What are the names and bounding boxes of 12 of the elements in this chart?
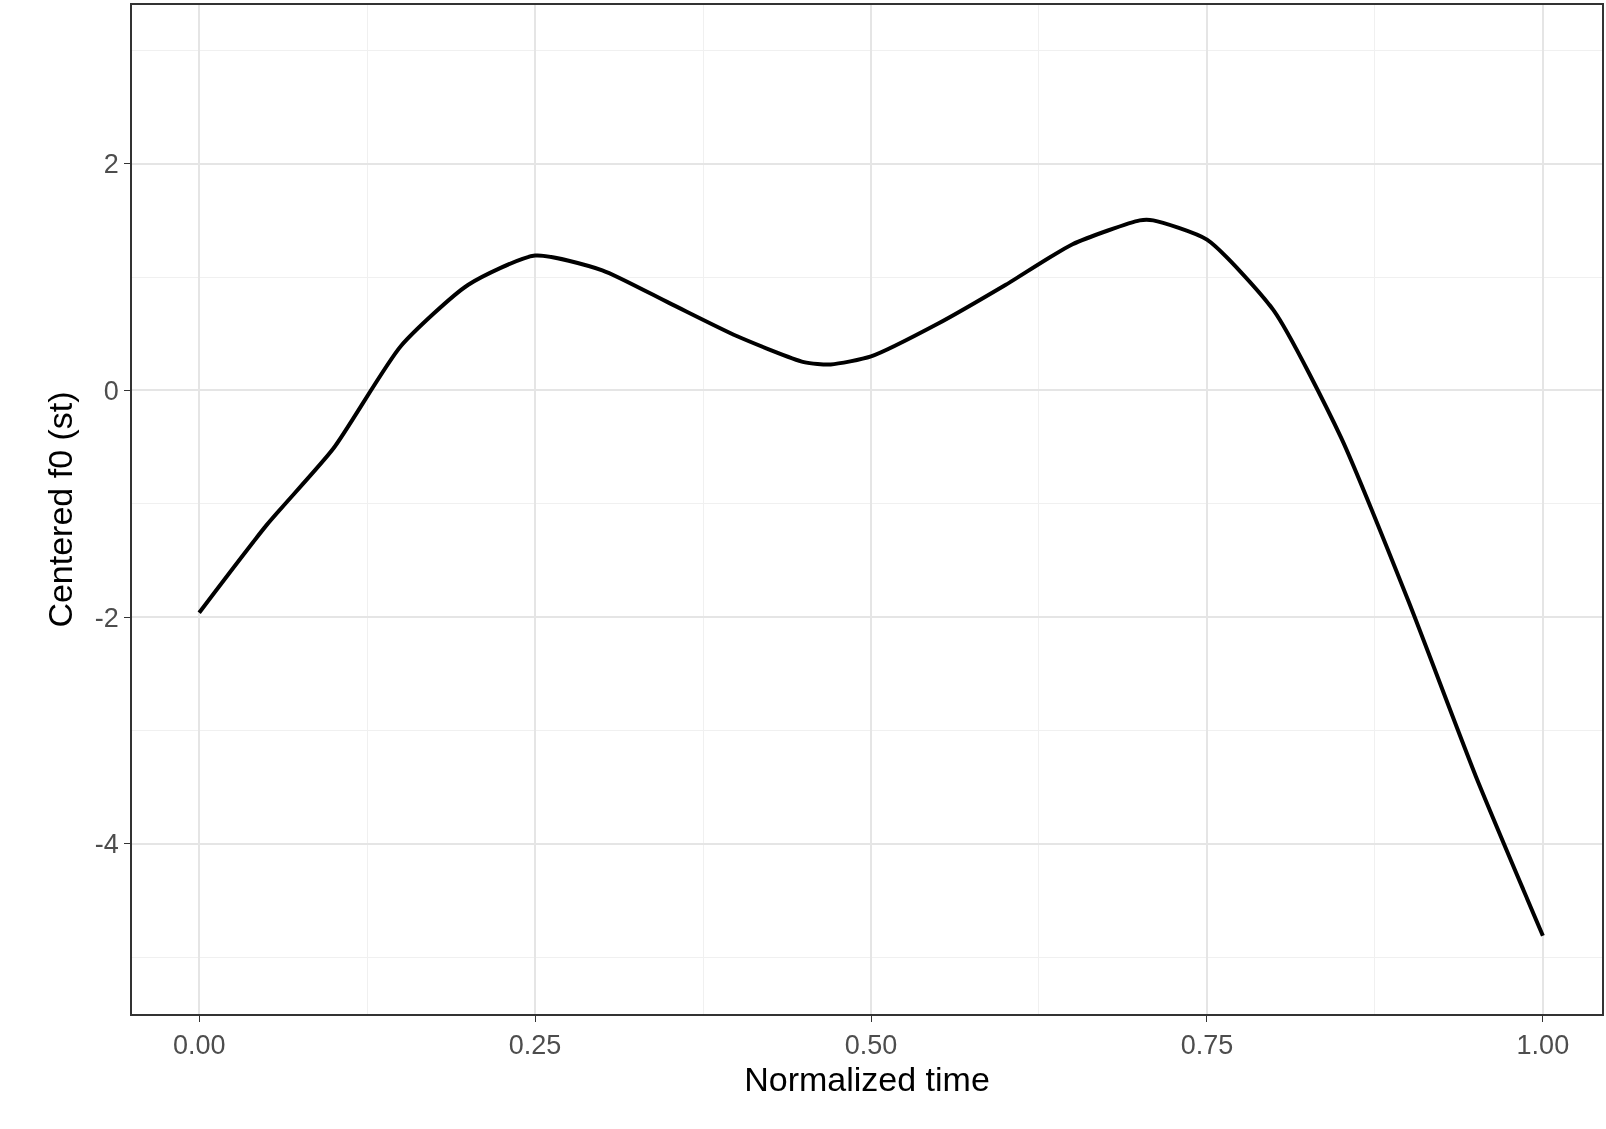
x-tick-label: 0.25 [508,1030,562,1061]
y-tick-label: -2 [94,602,119,633]
y-tick-label: -4 [94,829,119,860]
x-tick-label: 0.75 [1180,1030,1234,1061]
x-tick-label: 0.00 [172,1030,226,1061]
line-series [197,218,1545,938]
x-tick-label: 0.50 [844,1030,898,1061]
x-axis-title: Normalized time [744,1060,990,1099]
y-tick-label: 2 [103,149,119,180]
x-tick-label: 1.00 [1516,1030,1570,1061]
y-tick-label: 0 [103,375,119,406]
y-axis-title: Centered f0 (st) [40,391,79,628]
